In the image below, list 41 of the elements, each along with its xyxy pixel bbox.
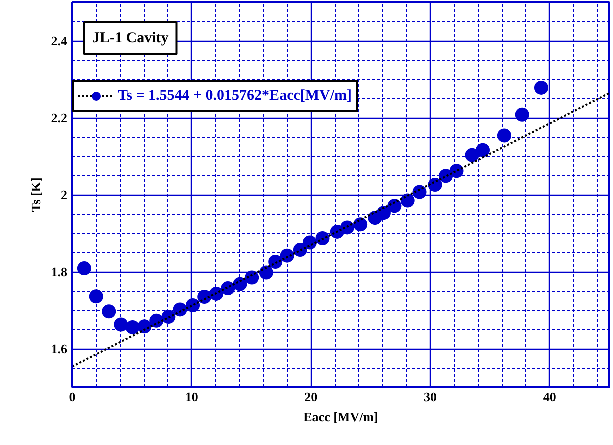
annotation: JL-1 Cavity [92, 30, 170, 46]
point [497, 128, 512, 143]
x-axis-title: Eacc [MV/m] [304, 410, 378, 424]
point [340, 220, 354, 235]
point [245, 270, 260, 285]
y-tick-label: 2 [61, 188, 68, 202]
point [114, 318, 128, 332]
point [412, 185, 427, 200]
point [259, 266, 274, 280]
point [428, 178, 442, 192]
y-tick-label: 1.6 [51, 342, 68, 356]
point [515, 108, 530, 122]
y-axis-title: Ts [K] [28, 178, 44, 212]
x-tick-label: 10 [185, 390, 198, 404]
point [233, 277, 248, 292]
point [162, 310, 176, 324]
x-tick-label: 0 [69, 390, 76, 404]
point [476, 143, 490, 158]
point [534, 80, 548, 95]
point [268, 255, 283, 269]
point [173, 302, 188, 317]
y-tick-label: 2.2 [51, 110, 68, 126]
point [354, 218, 368, 232]
point [316, 232, 330, 246]
x-tick-label: 20 [304, 390, 318, 404]
y-tick-label: 1.8 [51, 264, 68, 280]
point [400, 194, 415, 208]
point [465, 148, 480, 162]
point [77, 262, 92, 276]
legend-label: Ts = 1.5544 + 0.015762*Eacc[MV/m] [118, 88, 352, 104]
point [388, 199, 402, 214]
point [280, 248, 294, 263]
point [89, 290, 104, 304]
y-tick-label: 2.4 [51, 34, 68, 48]
point [138, 320, 152, 334]
point [126, 320, 140, 334]
point [376, 206, 391, 220]
point [302, 236, 317, 250]
x-tick-label: 40 [543, 390, 556, 404]
x-tick-label: 30 [424, 390, 437, 404]
point [102, 304, 116, 319]
